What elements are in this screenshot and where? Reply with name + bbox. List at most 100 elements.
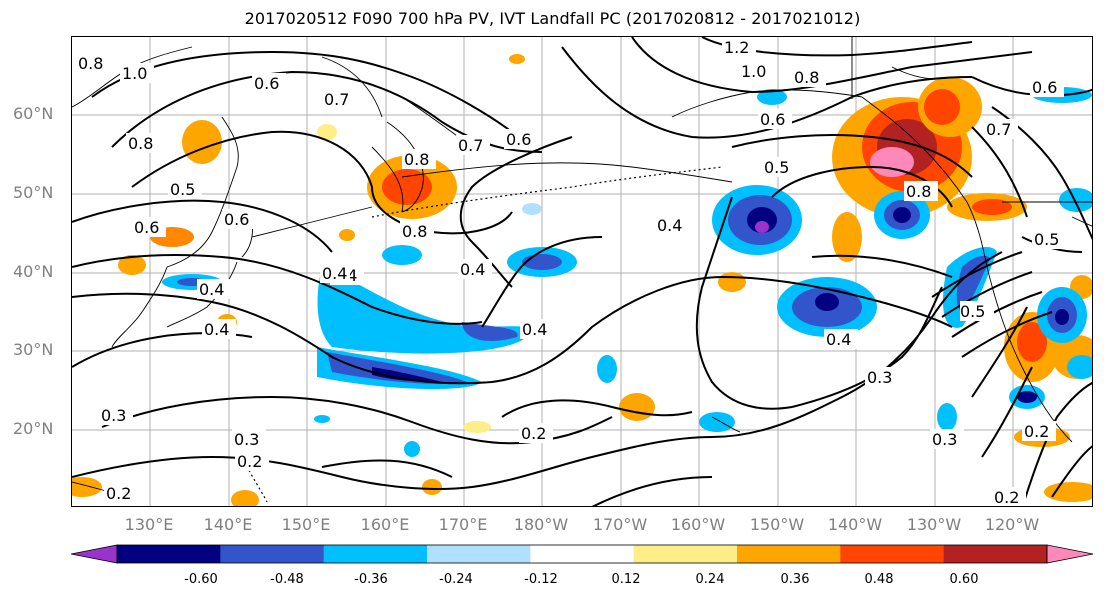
lat-label: 40°N (13, 262, 54, 281)
contour-label: 0.6 (504, 129, 538, 149)
lon-label: 150°E (281, 515, 331, 534)
contour-label-text: 0.4 (657, 216, 682, 235)
contour-label: 0.7 (322, 89, 356, 109)
contour-label: 0.6 (758, 109, 792, 129)
contour-label-text: 0.2 (106, 484, 131, 503)
contour-label-text: 0.6 (254, 74, 279, 93)
colorbar-tick-label: 0.48 (864, 572, 894, 587)
lon-label: 170°W (592, 515, 648, 534)
colorbar-extend-left (71, 544, 118, 564)
lat-label: 20°N (13, 419, 54, 438)
borders (851, 37, 1092, 227)
contour-label: 0.2 (235, 451, 269, 471)
colorbar-segment (840, 545, 945, 563)
contour-label-text: 0.5 (764, 158, 789, 177)
contour-label: 0.3 (232, 429, 266, 449)
contour-label-text: 0.8 (402, 222, 427, 241)
colorbar-tick-label: -0.12 (524, 572, 558, 587)
contour-label: 0.6 (252, 73, 286, 93)
contour-label: 0.4 (458, 259, 492, 279)
lon-label: 120°W (984, 515, 1040, 534)
map-panel: 1.2 1.0 0.8 0.8 0.7 0.6 0.5 0.6 0.7 0.5 … (71, 36, 1093, 507)
colorbar-segment (737, 545, 841, 563)
lon-label: 130°E (124, 515, 174, 534)
colorbar-segments (71, 544, 1094, 564)
colorbar-segment (117, 545, 221, 563)
contour-label-text: 0.6 (224, 210, 249, 229)
colorbar-extend-right (1046, 544, 1094, 564)
contour-label-text: 0.3 (101, 406, 126, 425)
contour-label: 0.2 (992, 487, 1026, 507)
contour-label: 0.4 (824, 329, 858, 349)
colorbar-tick-label: -0.36 (354, 572, 388, 587)
contour-label: 0.7 (984, 119, 1018, 139)
contour-label-text: 0.2 (521, 424, 546, 443)
colorbar-tick-label: -0.48 (270, 572, 304, 587)
contour-label-text: 1.0 (741, 62, 766, 81)
colorbar-tick-label: 0.24 (695, 572, 725, 587)
contour-label-text: 0.8 (128, 134, 153, 153)
contour-label: 0.3 (930, 429, 964, 449)
contour-label: 0.2 (519, 423, 553, 443)
contour-label-text: 0.2 (237, 452, 262, 471)
contour-label: 0.4 (202, 319, 236, 339)
contour-label-group: 1.2 1.0 0.8 0.8 0.7 0.6 0.5 0.6 0.7 0.5 … (76, 37, 1066, 507)
colorbar-segment (427, 545, 531, 563)
contour-label: 0.6 (1030, 77, 1064, 97)
contour-label: 0.2 (1022, 421, 1056, 441)
contour-label-text: 0.4 (322, 264, 347, 283)
contour-label: 1.0 (120, 63, 154, 83)
contour-label-text: 0.6 (760, 110, 785, 129)
contour-label-text: 0.8 (404, 150, 429, 169)
contour-label-text: 0.4 (199, 280, 224, 299)
contour-label-text: 0.5 (170, 180, 195, 199)
contour-label: 0.4 (320, 263, 350, 283)
lat-label: 30°N (13, 340, 54, 359)
contour-label: 0.8 (402, 149, 436, 169)
pv-shading (72, 54, 1092, 506)
colorbar (71, 544, 1094, 564)
lon-label: 140°E (203, 515, 253, 534)
lon-label: 150°W (749, 515, 805, 534)
contour-label: 0.3 (865, 367, 899, 387)
contour-label-text: 1.2 (724, 38, 749, 57)
contour-label: 0.3 (99, 405, 133, 425)
colorbar-tick-label: 0.36 (780, 572, 810, 587)
contour-label: 1.0 (739, 61, 773, 81)
contour-label-text: 0.3 (932, 430, 957, 449)
contour-label-text: 0.3 (867, 368, 892, 387)
contour-label: 0.5 (168, 179, 202, 199)
contour-label: 0.8 (792, 67, 826, 87)
colorbar-tick-label: -0.60 (184, 572, 218, 587)
lon-label: 160°E (360, 515, 410, 534)
colorbar-segment (323, 545, 428, 563)
contour-label-text: 0.2 (994, 488, 1019, 507)
lon-label: 170°E (438, 515, 488, 534)
contour-label-text: 0.4 (522, 320, 547, 339)
colorbar-segment (220, 545, 325, 563)
colorbar-tick-label: -0.24 (439, 572, 473, 587)
colorbar-tick-label: 0.12 (611, 572, 641, 587)
colorbar-tick-label: 0.60 (949, 572, 979, 587)
contour-label: 0.5 (762, 157, 796, 177)
contour-label-text: 0.4 (826, 330, 851, 349)
lat-label: 60°N (13, 104, 54, 123)
contour-label: 0.5 (1032, 229, 1066, 249)
contour-label: 1.2 (722, 37, 756, 57)
contour-label-text: 0.3 (234, 430, 259, 449)
contour-label-text: 0.7 (458, 136, 483, 155)
contour-label-text: 0.5 (1034, 230, 1059, 249)
contour-label: 0.4 (657, 215, 687, 235)
map-canvas: 1.2 1.0 0.8 0.8 0.7 0.6 0.5 0.6 0.7 0.5 … (72, 37, 1092, 507)
colorbar-segment (530, 545, 635, 563)
contour-label: 0.7 (456, 135, 490, 155)
lon-label: 130°W (906, 515, 962, 534)
contour-label-text: 0.8 (794, 68, 819, 87)
contour-label-text: 0.6 (1032, 78, 1057, 97)
contour-label: 0.5 (960, 301, 994, 321)
contour-label: 0.4 (520, 319, 554, 339)
contour-label-text: 1.0 (122, 64, 147, 83)
contour-label-text: 0.7 (324, 90, 349, 109)
contour-label-text: 0.4 (204, 320, 229, 339)
contour-label-text: 0.8 (78, 54, 103, 73)
